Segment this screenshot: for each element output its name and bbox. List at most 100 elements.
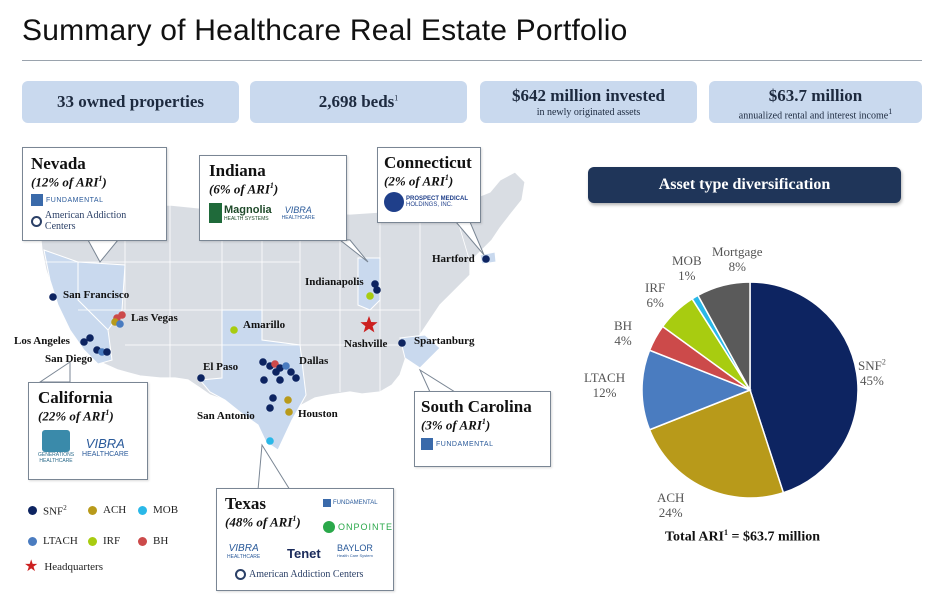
stat-beds: 2,698 beds1 bbox=[250, 81, 467, 123]
us-map bbox=[38, 171, 526, 491]
prospect-medical-logo: PROSPECT MEDICAL HOLDINGS, INC. bbox=[384, 192, 474, 213]
stat-rental: $63.7 million annualized rental and inte… bbox=[709, 81, 922, 123]
magnolia-logo-icon bbox=[209, 203, 222, 224]
aac-logo-icon bbox=[235, 569, 246, 580]
dot-snf bbox=[292, 374, 300, 382]
legend-mob: MOB bbox=[138, 504, 178, 516]
pie-label-snf-name: SNF2 bbox=[858, 358, 886, 374]
dot-snf bbox=[272, 368, 280, 376]
vibra-logo: VIBRA HEALTHCARE bbox=[281, 205, 315, 222]
legend-ltach-swatch bbox=[28, 536, 37, 546]
stat-invested-subtitle: in newly originated assets bbox=[536, 107, 641, 118]
dot-snf bbox=[86, 334, 94, 342]
dot-irf bbox=[366, 292, 374, 300]
pie-label-snf: SNF2 45% bbox=[858, 355, 886, 388]
dot-snf bbox=[266, 404, 274, 412]
dot-irf bbox=[230, 326, 238, 334]
vibra-logo: VIBRA HEALTHCARE bbox=[82, 436, 129, 459]
city-label-houston: Houston bbox=[298, 408, 338, 420]
stat-beds-value: 2,698 beds1 bbox=[318, 92, 399, 111]
asset-type-pie-chart bbox=[641, 281, 859, 499]
prospect-logo-icon bbox=[384, 192, 404, 213]
pie-slice-ltach bbox=[641, 349, 753, 431]
callout-texas-ari: (48% of ARI1) bbox=[225, 514, 301, 530]
legend-ltach: LTACH bbox=[28, 535, 78, 547]
callout-nevada-ari: (12% of ARI1) bbox=[31, 174, 107, 190]
pie-label-snf-pct: 45% bbox=[860, 373, 884, 389]
legend-ach-swatch bbox=[88, 505, 97, 515]
city-label-san-diego: San Diego bbox=[45, 353, 93, 365]
pie-label-ltach-name: LTACH bbox=[584, 370, 626, 385]
baylor-logo: BAYLOR Health Care System bbox=[337, 543, 373, 558]
fundamental-logo-icon bbox=[421, 438, 433, 451]
stat-properties-value: 33 owned properties bbox=[56, 92, 204, 111]
dot-mob bbox=[266, 437, 274, 445]
legend-snf-swatch bbox=[28, 506, 37, 516]
callout-connecticut-ari: (2% of ARI1) bbox=[384, 173, 454, 189]
legend-ach: ACH bbox=[88, 504, 126, 516]
dot-snf bbox=[373, 286, 381, 294]
title-divider bbox=[22, 60, 922, 61]
dot-bh bbox=[118, 311, 126, 319]
dot-ltach bbox=[282, 362, 290, 370]
onpointe-logo-icon bbox=[323, 521, 335, 533]
pie-label-ltach: LTACH 12% bbox=[584, 370, 625, 400]
callout-california-name: California bbox=[38, 388, 113, 407]
city-label-spartanburg: Spartanburg bbox=[414, 335, 475, 347]
callout-south-carolina: South Carolina (3% of ARI1) FUNDAMENTAL bbox=[414, 391, 551, 467]
stat-invested: $642 million invested in newly originate… bbox=[480, 81, 697, 123]
stat-invested-value: $642 million invested bbox=[511, 86, 665, 105]
callout-california: California (22% of ARI1) GENERATIONS HEA… bbox=[28, 382, 148, 480]
fundamental-logo-icon bbox=[31, 194, 43, 207]
onpointe-logo: ONPOINTE bbox=[323, 521, 393, 533]
pie-slice-mortgage bbox=[696, 281, 751, 391]
dot-snf bbox=[269, 394, 277, 402]
pie-label-mob-name: MOB bbox=[672, 253, 702, 268]
legend-irf: IRF bbox=[88, 535, 120, 547]
city-label-nashville: Nashville bbox=[344, 338, 388, 350]
pie-label-bh-name: BH bbox=[614, 318, 633, 333]
generations-healthcare-logo: GENERATIONS HEALTHCARE bbox=[38, 430, 74, 464]
headquarters-star-icon bbox=[360, 316, 378, 333]
callout-texas: Texas (48% of ARI1) FUNDAMENTAL ONPOINTE… bbox=[216, 488, 394, 591]
callout-connecticut: Connecticut (2% of ARI1) PROSPECT MEDICA… bbox=[377, 147, 481, 223]
legend-mob-swatch bbox=[138, 505, 147, 515]
dot-snf bbox=[197, 374, 205, 382]
fundamental-logo: FUNDAMENTAL bbox=[323, 499, 378, 507]
pie-label-bh: BH 4% bbox=[614, 318, 632, 348]
dot-snf bbox=[398, 339, 406, 347]
city-label-los-angeles: Los Angeles bbox=[14, 335, 70, 347]
dot-snf bbox=[49, 293, 57, 301]
pie-label-mob-pct: 1% bbox=[678, 268, 696, 283]
fundamental-logo: FUNDAMENTAL bbox=[31, 194, 158, 207]
magnolia-logo: Magnolia HEALTH SYSTEMS bbox=[209, 203, 272, 224]
city-label-el-paso: El Paso bbox=[203, 361, 239, 373]
callout-connecticut-name: Connecticut bbox=[384, 153, 472, 172]
vibra-logo: VIBRA HEALTHCARE bbox=[227, 543, 261, 560]
city-label-las-vegas: Las Vegas bbox=[131, 312, 178, 324]
city-label-san-francisco: San Francisco bbox=[63, 289, 130, 301]
state-borders bbox=[44, 194, 471, 392]
dot-snf bbox=[276, 376, 284, 384]
fundamental-logo: FUNDAMENTAL bbox=[421, 438, 544, 451]
pie-label-ach-pct: 24% bbox=[658, 505, 683, 520]
legend-bh: BH bbox=[138, 535, 168, 547]
state-south-carolina bbox=[399, 334, 441, 369]
callout-indiana-name: Indiana bbox=[209, 161, 266, 180]
callout-california-ari: (22% of ARI1) bbox=[38, 408, 114, 424]
callout-indiana-ari: (6% of ARI1) bbox=[209, 181, 279, 197]
american-addiction-centers-logo: American Addiction Centers bbox=[235, 569, 363, 580]
city-label-dallas: Dallas bbox=[299, 355, 329, 367]
city-label-hartford: Hartford bbox=[432, 253, 475, 265]
pie-label-ach: ACH 24% bbox=[657, 490, 684, 520]
dot-snf bbox=[260, 376, 268, 384]
stat-rental-value: $63.7 million bbox=[768, 86, 863, 105]
pie-label-ltach-pct: 12% bbox=[592, 385, 617, 400]
dot-snf bbox=[80, 338, 88, 346]
dot-snf bbox=[103, 348, 111, 356]
legend-headquarters: ★ Headquarters bbox=[24, 558, 103, 575]
pie-label-bh-pct: 4% bbox=[614, 333, 632, 348]
dot-snf bbox=[482, 255, 490, 263]
headquarters-star-icon: ★ bbox=[24, 558, 39, 575]
american-addiction-centers-logo: American Addiction Centers bbox=[31, 210, 158, 232]
